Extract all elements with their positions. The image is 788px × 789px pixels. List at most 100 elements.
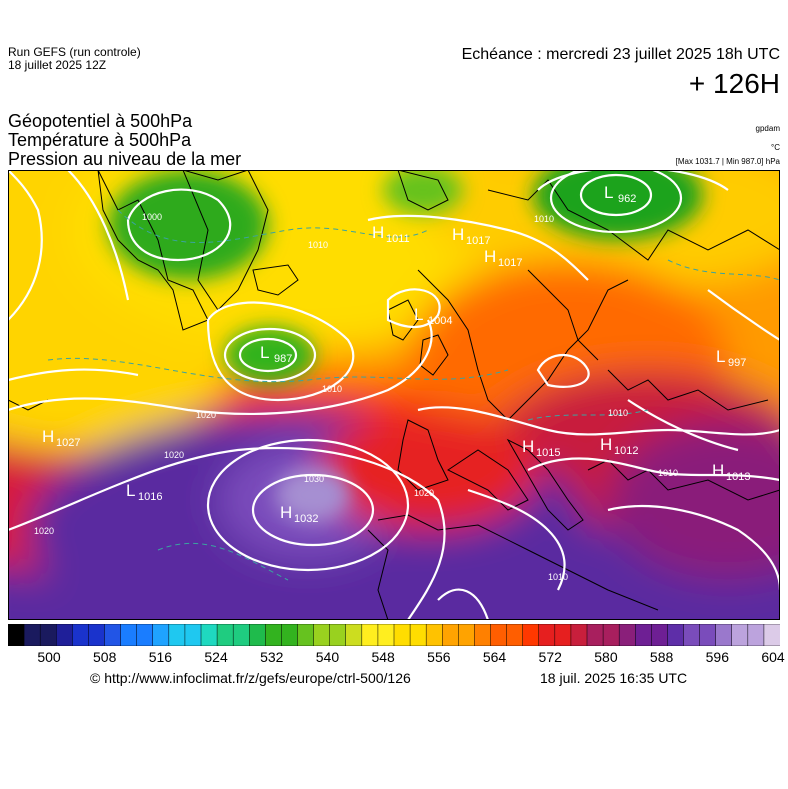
isobar-label: 1020	[164, 450, 184, 460]
colorbar-swatch	[152, 623, 170, 647]
unit-geopotential: gpdam	[755, 124, 780, 133]
colorbar-swatch	[586, 623, 604, 647]
pressure-center-value: 962	[618, 193, 636, 205]
weather-map: H 1032 H 1027 L 1016 L 987 L 962 L 1004 …	[8, 170, 780, 620]
pressure-center-letter: H	[484, 247, 496, 266]
pressure-center-letter: H	[522, 437, 534, 456]
isobar-label: 1020	[34, 526, 54, 536]
coastlines	[8, 170, 780, 620]
colorbar-swatch	[249, 623, 267, 647]
colorbar-swatch	[265, 623, 283, 647]
isobar-label: 1020	[196, 410, 216, 420]
colorbar-swatch	[200, 623, 218, 647]
colorbar-tick-label: 604	[761, 649, 785, 665]
colorbar-swatch	[490, 623, 508, 647]
colorbar-swatch	[313, 623, 331, 647]
colorbar-swatch	[329, 623, 347, 647]
colorbar-swatch	[216, 623, 234, 647]
colorbar-labels: 500 508 516 524 532 540 548 556 564 572 580 588 596 6…	[8, 649, 784, 667]
isobar-label: 1010	[608, 408, 628, 418]
pressure-center-value: 1027	[56, 437, 80, 449]
pressure-center-letter: L	[126, 481, 135, 500]
colorbar-swatch	[683, 623, 701, 647]
colorbar-swatch	[538, 623, 556, 647]
pressure-center-value: 1004	[428, 315, 452, 327]
colorbar-swatch	[120, 623, 138, 647]
pressure-center-value: 997	[728, 357, 746, 369]
colorbar-swatch	[506, 623, 524, 647]
colorbar-swatch	[104, 623, 122, 647]
colorbar-swatch	[377, 623, 395, 647]
colorbar-swatch	[184, 623, 202, 647]
pressure-center-value: 1016	[138, 491, 162, 503]
colorbar-swatch	[458, 623, 476, 647]
colorbar-swatch	[554, 623, 572, 647]
pressure-center-letter: H	[280, 503, 292, 522]
colorbar-swatch	[409, 623, 427, 647]
run-date: 18 juillet 2025 12Z	[8, 58, 107, 72]
colorbar-swatch	[763, 623, 781, 647]
colorbar-swatch	[474, 623, 492, 647]
pressure-center-value: 1012	[614, 445, 638, 457]
isotherms	[47, 209, 780, 581]
colorbar-swatch	[23, 623, 41, 647]
isobar-label: 1020	[414, 488, 434, 498]
colorbar-swatch	[442, 623, 460, 647]
colorbar-swatch	[618, 623, 636, 647]
echeance-label: Echéance : mercredi 23 juillet 2025 18h …	[461, 46, 780, 63]
pressure-center-value: 1013	[726, 471, 750, 483]
colorbar-swatch	[345, 623, 363, 647]
colorbar-swatch	[635, 623, 653, 647]
field-title-geopotential: Géopotentiel à 500hPa	[8, 111, 193, 131]
colorbar-swatch	[232, 623, 250, 647]
isobar-label: 1030	[304, 474, 324, 484]
pressure-centers: H 1032 H 1027 L 1016 L 987 L 962 L 1004 …	[42, 183, 750, 525]
pressure-center-value: 987	[274, 353, 292, 365]
isobar-label: 1010	[548, 572, 568, 582]
pressure-center-letter: H	[600, 435, 612, 454]
colorbar	[7, 623, 781, 647]
colorbar-swatch	[297, 623, 315, 647]
colorbar-swatch	[393, 623, 411, 647]
field-title-slp: Pression au niveau de la mer	[8, 149, 242, 169]
colorbar-tick-label: 580	[594, 649, 618, 665]
pressure-center-letter: H	[42, 427, 54, 446]
colorbar-swatch	[699, 623, 717, 647]
colorbar-tick-label: 548	[371, 649, 395, 665]
colorbar-swatch	[570, 623, 588, 647]
pressure-center-value: 1017	[498, 257, 522, 269]
colorbar-swatch	[425, 623, 444, 647]
colorbar-swatch	[168, 623, 186, 647]
colorbar-swatch	[747, 623, 765, 647]
source-url[interactable]: © http://www.infoclimat.fr/z/gefs/europe…	[90, 670, 411, 686]
colorbar-swatch	[602, 623, 620, 647]
pressure-center-value: 1032	[294, 513, 318, 525]
colorbar-swatch	[651, 623, 669, 647]
colorbar-swatch	[522, 623, 540, 647]
colorbar-tick-label: 596	[705, 649, 729, 665]
colorbar-swatch	[731, 623, 749, 647]
pressure-center-letter: L	[604, 183, 613, 202]
colorbar-swatch	[88, 623, 106, 647]
colorbar-tick-label: 540	[315, 649, 340, 665]
colorbar-tick-label: 588	[649, 649, 674, 665]
field-title-temperature: Température à 500hPa	[8, 130, 192, 150]
pressure-center-letter: L	[260, 343, 269, 362]
isobar-label: 1010	[308, 240, 328, 250]
colorbar-swatch	[7, 623, 25, 647]
colorbar-tick-label: 556	[427, 649, 451, 665]
isobar-labels: 1030 1020 1020 1020 1020 1010 1010 1010 …	[34, 212, 678, 582]
run-title: Run GEFS (run controle)	[8, 45, 141, 59]
colorbar-swatch	[281, 623, 299, 647]
colorbar-tick-label: 508	[93, 649, 117, 665]
colorbar-swatch	[667, 623, 685, 647]
pressure-center-value: 1011	[386, 233, 410, 245]
colorbar-swatch	[39, 623, 57, 647]
isobar-label: 1010	[322, 384, 342, 394]
generated-time: 18 juil. 2025 16:35 UTC	[540, 670, 688, 686]
colorbar-tick-label: 500	[37, 649, 61, 665]
unit-slp-range: [Max 1031.7 | Min 987.0] hPa	[675, 157, 780, 166]
colorbar-tick-label: 524	[204, 649, 228, 665]
colorbar-swatch	[136, 623, 154, 647]
pressure-center-letter: H	[712, 461, 724, 480]
